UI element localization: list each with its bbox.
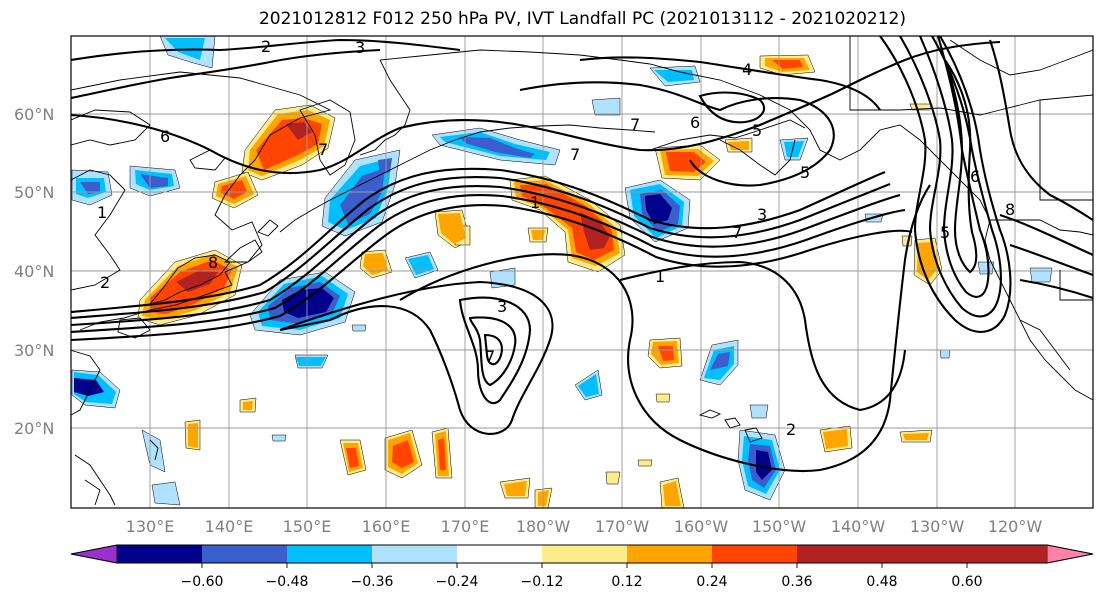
contour-label: 7 xyxy=(630,115,640,134)
lon-label: 160°E xyxy=(362,517,411,536)
map-frame xyxy=(70,35,1094,509)
lat-label-20n: 20°N xyxy=(14,419,54,438)
contour-label: 1 xyxy=(530,193,540,212)
colorbar-segment xyxy=(117,545,202,563)
lon-label: 170°E xyxy=(441,517,490,536)
negative-anomaly-shading xyxy=(71,36,1053,506)
contour-label: 2 xyxy=(100,273,110,292)
contour-label: 5 xyxy=(752,121,762,140)
colorbar-max-extension xyxy=(1046,544,1094,564)
contour-label: 7 xyxy=(732,223,742,242)
contour-label: 6 xyxy=(160,127,170,146)
colorbar-segment xyxy=(542,545,627,563)
lon-label: 160°W xyxy=(674,517,729,536)
lat-label-30n: 30°N xyxy=(14,341,54,360)
colorbar-label: −0.48 xyxy=(266,574,309,590)
lon-label: 150°E xyxy=(283,517,332,536)
lon-label: 120°W xyxy=(988,517,1043,536)
colorbar-segment xyxy=(797,545,882,563)
contour-label: 2 xyxy=(786,420,796,439)
contour-label: 1 xyxy=(655,267,665,286)
contour-label: 8 xyxy=(208,253,218,272)
lat-label-50n: 50°N xyxy=(14,183,54,202)
colorbar-segment xyxy=(627,545,712,563)
contour-label: 2 xyxy=(261,37,271,56)
colorbar-ticks xyxy=(201,563,968,568)
colorbar-segment xyxy=(882,545,967,563)
lat-label-40n: 40°N xyxy=(14,262,54,281)
lon-label: 130°E xyxy=(126,517,175,536)
latitude-labels: 60°N 50°N 40°N 30°N 20°N xyxy=(14,105,54,438)
contour-label: 3 xyxy=(355,38,365,57)
coastlines xyxy=(71,36,1093,506)
colorbar-label: −0.36 xyxy=(351,574,394,590)
contour-label: 5 xyxy=(800,163,810,182)
colorbar-segment xyxy=(372,545,457,563)
colorbar-label: −0.12 xyxy=(521,574,564,590)
gridlines xyxy=(71,36,1093,508)
colorbar-label: 0.12 xyxy=(611,574,642,590)
colorbar-segment xyxy=(202,545,287,563)
contour-label: 3 xyxy=(757,205,767,224)
lon-label: 170°W xyxy=(595,517,650,536)
contour-label: 7 xyxy=(570,145,580,164)
lon-label: 180°W xyxy=(516,517,571,536)
colorbar-min-extension xyxy=(70,544,118,564)
colorbar-segment xyxy=(287,545,372,563)
colorbar-segment xyxy=(967,545,1047,563)
lat-label-60n: 60°N xyxy=(14,105,54,124)
lon-label: 140°E xyxy=(205,517,254,536)
colorbar-segment xyxy=(457,545,542,563)
contour-label: 8 xyxy=(1005,200,1015,219)
colorbar-outline xyxy=(70,544,1094,564)
colorbar-label: 0.60 xyxy=(951,574,982,590)
positive-anomaly-shading xyxy=(137,54,943,508)
lon-label: 130°W xyxy=(910,517,965,536)
colorbar-label: 0.36 xyxy=(781,574,812,590)
ivt-contours xyxy=(71,36,1093,472)
colorbar-label: −0.60 xyxy=(181,574,224,590)
longitude-labels: 130°E 140°E 150°E 160°E 170°E 180°W 170°… xyxy=(126,517,1043,536)
contour-label: 7 xyxy=(318,140,328,159)
map-title: 2021012812 F012 250 hPa PV, IVT Landfall… xyxy=(258,9,906,29)
contour-label: 6 xyxy=(690,113,700,132)
colorbar-segment xyxy=(712,545,797,563)
contour-label: 3 xyxy=(497,297,507,316)
lon-label: 140°W xyxy=(831,517,886,536)
colorbar: −0.60 −0.48 −0.36 −0.24 −0.12 0.12 0.24 … xyxy=(70,544,1094,590)
contour-label: 1 xyxy=(97,203,107,222)
contour-label: 6 xyxy=(970,167,980,186)
contour-labels: 2 3 4 6 7 7 7 5 5 6 8 2 1 3 7 1 3 7 2 1 … xyxy=(97,37,1015,439)
contour-label: 7 xyxy=(485,347,495,366)
contour-label: 5 xyxy=(940,223,950,242)
colorbar-label: 0.24 xyxy=(696,574,727,590)
lon-label: 150°W xyxy=(752,517,807,536)
contour-label: 4 xyxy=(742,60,752,79)
colorbar-label: 0.48 xyxy=(866,574,897,590)
colorbar-label: −0.24 xyxy=(436,574,479,590)
